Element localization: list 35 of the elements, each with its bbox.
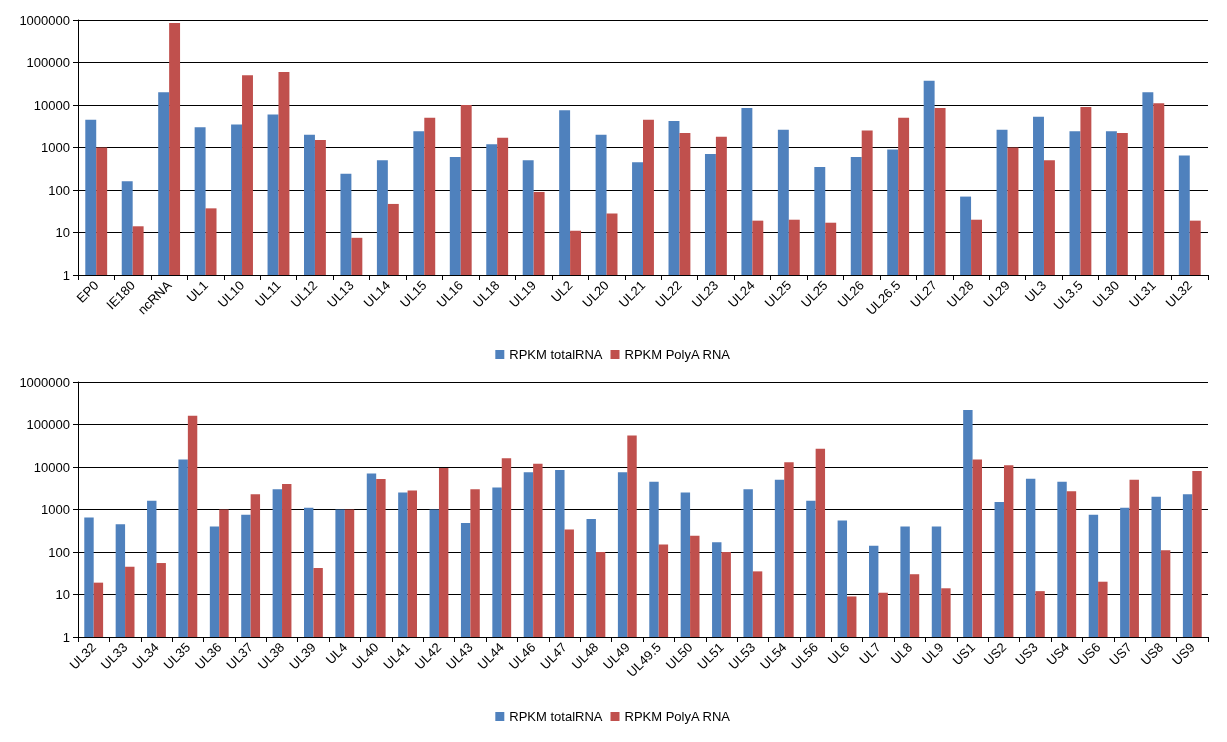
x-tick-label: UL1 bbox=[183, 277, 211, 306]
x-tick-label: US8 bbox=[1137, 639, 1167, 669]
x-tick-label: EP0 bbox=[73, 277, 102, 306]
y-tick-label: 1000000 bbox=[19, 12, 70, 28]
x-tick-label: UL7 bbox=[856, 639, 884, 668]
x-tick-label: UL6 bbox=[824, 639, 853, 668]
y-tick-label: 10 bbox=[55, 225, 70, 240]
legend-label: RPKM totalRNA bbox=[509, 347, 603, 362]
y-tick-label: 10000 bbox=[33, 97, 70, 113]
y-tick-label: 10 bbox=[55, 587, 70, 602]
x-tick-label: US3 bbox=[1012, 639, 1041, 669]
x-tick-label: UL3 bbox=[1021, 277, 1050, 306]
x-tick-label: UL4 bbox=[322, 639, 351, 668]
y-tick-label: 1 bbox=[62, 267, 70, 283]
y-tick-label: 100000 bbox=[26, 55, 70, 70]
legend-label: RPKM PolyA RNA bbox=[624, 709, 731, 724]
y-tick-label: 1000000 bbox=[19, 374, 70, 390]
y-tick-label: 1 bbox=[62, 629, 70, 645]
x-tick-label: US6 bbox=[1074, 639, 1104, 669]
x-tick-label: US9 bbox=[1169, 639, 1198, 669]
legend-label: RPKM PolyA RNA bbox=[624, 347, 731, 362]
x-tick-label: US2 bbox=[980, 639, 1010, 669]
x-tick-label: US4 bbox=[1043, 639, 1073, 669]
y-tick-label: 10000 bbox=[33, 459, 70, 475]
y-tick-label: 100 bbox=[48, 544, 70, 560]
x-tick-label: US1 bbox=[949, 639, 978, 669]
x-tick-label: US7 bbox=[1106, 639, 1135, 669]
x-tick-label: UL9 bbox=[919, 639, 947, 668]
y-tick-label: 1000 bbox=[41, 502, 70, 517]
legend-label: RPKM totalRNA bbox=[509, 709, 603, 724]
x-tick-label: UL8 bbox=[887, 639, 916, 668]
y-tick-label: 1000 bbox=[41, 140, 70, 155]
x-tick-label: UL2 bbox=[547, 277, 576, 306]
y-tick-label: 100000 bbox=[26, 417, 70, 432]
y-tick-label: 100 bbox=[48, 182, 70, 198]
